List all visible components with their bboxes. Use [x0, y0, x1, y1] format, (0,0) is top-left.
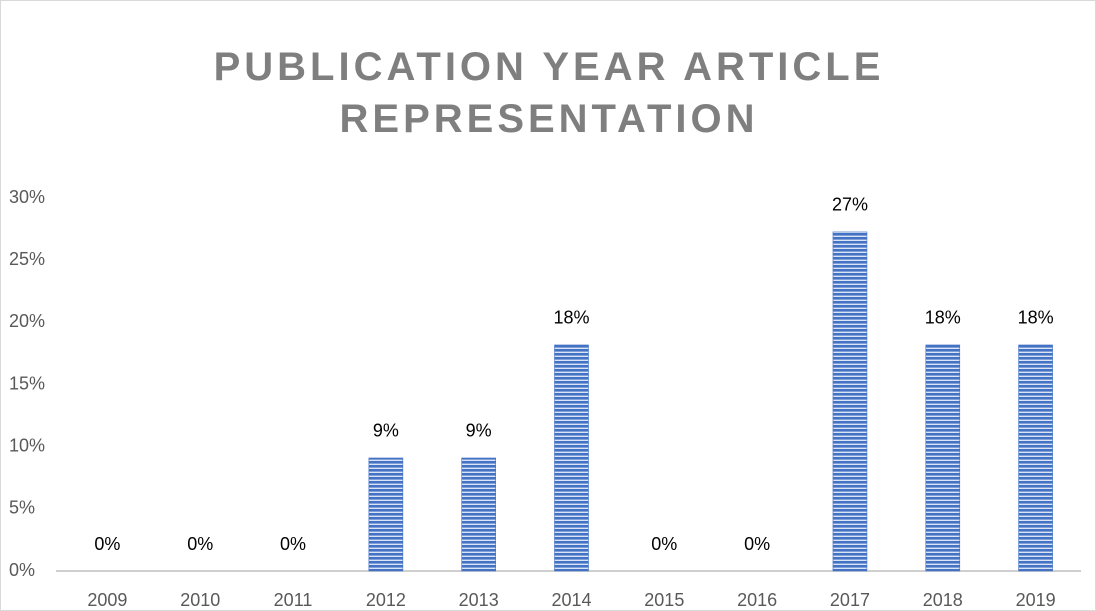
- x-tick-label: 2009: [87, 590, 127, 610]
- bar: [461, 457, 496, 572]
- x-tick-label: 2016: [737, 590, 777, 610]
- y-tick-label: 15%: [9, 373, 45, 393]
- data-label: 27%: [832, 195, 868, 215]
- chart-title: PUBLICATION YEAR ARTICLE REPRESENTATION: [213, 45, 885, 141]
- bar: [368, 457, 404, 572]
- data-label: 18%: [1018, 308, 1054, 328]
- x-tick-label: 2011: [274, 590, 313, 610]
- bar: [554, 344, 589, 572]
- bar: [1018, 344, 1053, 572]
- data-label: 0%: [280, 534, 306, 554]
- x-tick-label: 2017: [830, 590, 870, 610]
- data-label: 0%: [744, 534, 770, 554]
- x-tick-label: 2019: [1016, 590, 1056, 610]
- y-tick-label: 0%: [9, 560, 35, 580]
- y-tick-label: 10%: [9, 435, 45, 455]
- data-label: 9%: [373, 421, 399, 441]
- x-tick-label: 2012: [366, 590, 406, 610]
- data-label: 18%: [925, 308, 961, 328]
- y-tick-label: 25%: [9, 249, 45, 269]
- x-tick-label: 2018: [923, 590, 963, 610]
- x-tick-label: 2014: [551, 590, 591, 610]
- data-label: 0%: [94, 534, 120, 554]
- data-label: 18%: [553, 308, 589, 328]
- x-tick-label: 2015: [644, 590, 684, 610]
- y-tick-label: 5%: [9, 498, 35, 518]
- data-label: 0%: [651, 534, 677, 554]
- y-tick-label: 20%: [9, 311, 45, 331]
- x-tick-label: 2013: [459, 590, 499, 610]
- data-label: 9%: [466, 421, 492, 441]
- bar: [925, 344, 961, 572]
- y-tick-label: 30%: [9, 187, 45, 207]
- x-tick-label: 2010: [180, 590, 220, 610]
- bar: [832, 231, 868, 572]
- data-label: 0%: [187, 534, 213, 554]
